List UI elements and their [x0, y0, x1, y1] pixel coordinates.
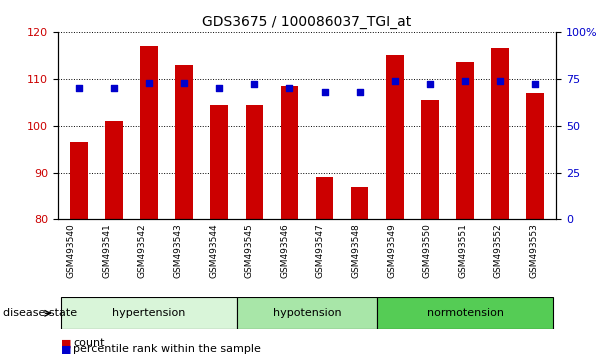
Text: ■: ■ [61, 344, 71, 354]
Point [355, 89, 365, 95]
Point [425, 81, 435, 87]
Point [460, 78, 470, 84]
Point [530, 81, 540, 87]
Text: GSM493545: GSM493545 [244, 223, 254, 278]
Bar [351, 187, 368, 219]
Text: GSM493541: GSM493541 [102, 223, 111, 278]
Point [496, 78, 505, 84]
Text: GSM493543: GSM493543 [173, 223, 182, 278]
Text: GSM493544: GSM493544 [209, 223, 218, 278]
Bar [491, 48, 509, 219]
Point [320, 89, 330, 95]
Point [390, 78, 399, 84]
Bar [386, 55, 404, 219]
Point [179, 80, 189, 85]
Bar [421, 100, 439, 219]
Bar [210, 104, 228, 219]
Bar [377, 297, 553, 329]
Bar [527, 93, 544, 219]
Text: GSM493550: GSM493550 [423, 223, 432, 278]
Point [74, 85, 84, 91]
Text: ■: ■ [61, 338, 71, 348]
Bar [105, 121, 123, 219]
Bar [70, 142, 88, 219]
Bar [61, 297, 237, 329]
Point [215, 85, 224, 91]
Text: GSM493547: GSM493547 [316, 223, 325, 278]
Point [109, 85, 119, 91]
Text: GSM493552: GSM493552 [494, 223, 503, 278]
Bar [237, 297, 377, 329]
Text: GSM493548: GSM493548 [351, 223, 361, 278]
Bar [281, 86, 299, 219]
Bar [140, 46, 158, 219]
Text: GSM493553: GSM493553 [530, 223, 539, 278]
Text: GSM493549: GSM493549 [387, 223, 396, 278]
Text: count: count [73, 338, 105, 348]
Text: GSM493546: GSM493546 [280, 223, 289, 278]
Text: GSM493551: GSM493551 [458, 223, 468, 278]
Point [285, 85, 294, 91]
Bar [316, 177, 333, 219]
Point [249, 81, 259, 87]
Text: normotension: normotension [427, 308, 503, 318]
Text: percentile rank within the sample: percentile rank within the sample [73, 344, 261, 354]
Bar [456, 62, 474, 219]
Bar [175, 65, 193, 219]
Point [144, 80, 154, 85]
Title: GDS3675 / 100086037_TGI_at: GDS3675 / 100086037_TGI_at [202, 16, 412, 29]
Text: GSM493542: GSM493542 [138, 223, 147, 278]
Text: hypertension: hypertension [112, 308, 185, 318]
Text: disease state: disease state [3, 308, 77, 318]
Bar [246, 104, 263, 219]
Text: GSM493540: GSM493540 [66, 223, 75, 278]
Text: hypotension: hypotension [273, 308, 341, 318]
